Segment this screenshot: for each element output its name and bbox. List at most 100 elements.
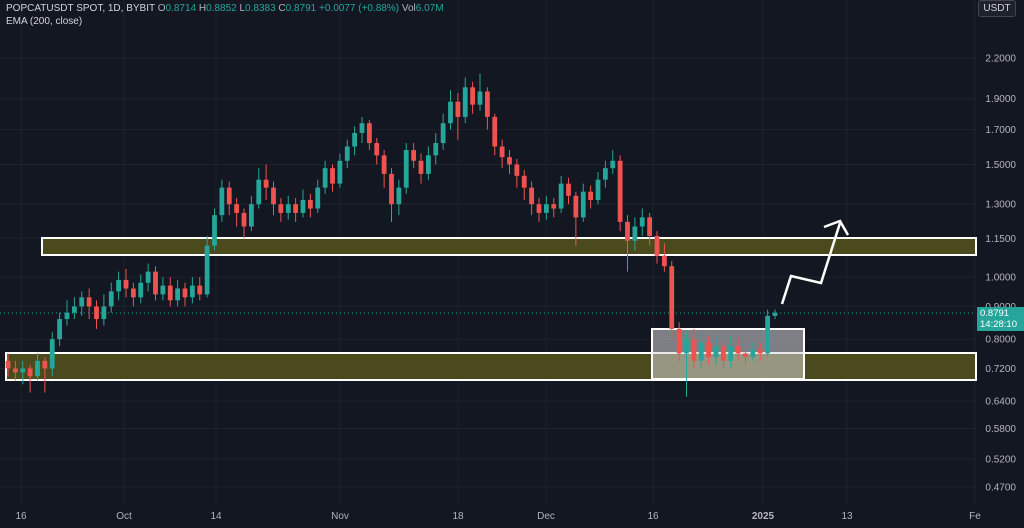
candle (720, 339, 726, 369)
candle (632, 217, 638, 251)
time-axis[interactable]: 16 Oct 14 Nov 18 Dec 16 2025 13 Fe (15, 511, 981, 522)
candle (617, 155, 623, 232)
candle (433, 132, 439, 165)
candle (35, 353, 40, 381)
candle (625, 215, 630, 272)
candle (750, 342, 756, 361)
volume-label: Vol (401, 3, 416, 14)
candle-body (558, 183, 564, 209)
symbol-title[interactable]: POPCATUSDT SPOT, 1D, BYBIT (6, 3, 155, 14)
candle-body (49, 339, 55, 369)
candle (160, 277, 166, 301)
candle-body (248, 204, 254, 227)
candle (64, 300, 70, 326)
candle-body (145, 271, 151, 283)
candle-body (330, 168, 335, 184)
last-price-value: 0.8791 (980, 308, 1010, 319)
candle-body (455, 101, 461, 117)
currency-button[interactable]: USDT (978, 0, 1016, 17)
candle (735, 339, 741, 361)
candle-body (263, 179, 269, 188)
indicator-label[interactable]: EMA (200, close) (6, 16, 83, 27)
x-tick-label: 13 (841, 511, 853, 522)
candle-body (750, 349, 756, 358)
candle (175, 279, 181, 307)
close-label: C (278, 3, 286, 14)
candle (647, 212, 653, 246)
last-price-badge: 0.8791 14:28:10 (977, 307, 1024, 331)
y-tick-label: 0.6400 (985, 397, 1016, 408)
candle-body (543, 204, 549, 213)
y-tick-label: 0.5200 (985, 454, 1016, 465)
candle (307, 193, 313, 218)
candle-body (204, 245, 210, 295)
candle (602, 160, 608, 188)
change-value: +0.0077 (+0.88%) (319, 3, 400, 14)
candle (492, 113, 498, 156)
candle (197, 277, 203, 301)
candle-body (374, 143, 380, 156)
candle (566, 177, 571, 205)
candle (381, 150, 387, 188)
candle (271, 181, 276, 216)
candle (123, 268, 129, 298)
candle-body (35, 360, 40, 377)
candle-body (595, 179, 601, 200)
candle-body (521, 175, 527, 188)
candle-body (396, 187, 402, 205)
candle (374, 137, 380, 165)
candle (543, 195, 549, 220)
candle (57, 312, 63, 347)
candle-body (617, 160, 623, 222)
candle-body (300, 199, 306, 213)
candle-body (625, 221, 630, 241)
candle-body (307, 199, 313, 209)
candle-body (285, 204, 291, 213)
projection-arrow (780, 222, 842, 305)
resistance-zone (41, 237, 977, 256)
candle-body (757, 349, 763, 354)
low-label: L (239, 3, 246, 14)
candle (507, 150, 512, 174)
candle (359, 116, 365, 144)
candle (396, 179, 402, 216)
candle-body (588, 191, 594, 200)
candle (389, 168, 394, 222)
y-tick-label: 1.0000 (985, 273, 1016, 284)
candle (27, 364, 33, 393)
candle (71, 297, 77, 320)
candle-body (5, 360, 11, 369)
candle-body (381, 155, 387, 174)
x-tick-label: 16 (15, 511, 27, 522)
candle (241, 208, 247, 239)
x-tick-label: 14 (210, 511, 222, 522)
candle-body (366, 123, 372, 144)
candle (315, 179, 321, 213)
candle (580, 183, 586, 222)
candle (765, 309, 771, 358)
y-tick-label: 1.7000 (985, 125, 1016, 136)
candle-body (123, 279, 129, 289)
candle (411, 143, 417, 169)
candle (551, 197, 557, 218)
candle-body (256, 179, 262, 205)
candle-body (647, 217, 653, 236)
candle-body (138, 282, 144, 298)
candle-body (499, 146, 505, 158)
candle (440, 113, 446, 151)
candle-body (167, 285, 173, 301)
candle-body (765, 315, 771, 354)
candle (256, 168, 262, 209)
candle (455, 92, 461, 140)
candle-body (108, 291, 114, 307)
consolidation-box (651, 328, 805, 380)
candle-body (691, 339, 697, 361)
x-tick-label: Nov (331, 511, 349, 522)
price-axis[interactable]: 2.2000 1.9000 1.7000 1.5000 1.3000 1.1500 1.00… (985, 54, 1016, 494)
volume-value: 6.07M (415, 3, 444, 14)
candle (558, 175, 564, 213)
candle-body (101, 306, 107, 320)
support-zone (5, 352, 977, 381)
candle (448, 90, 453, 130)
